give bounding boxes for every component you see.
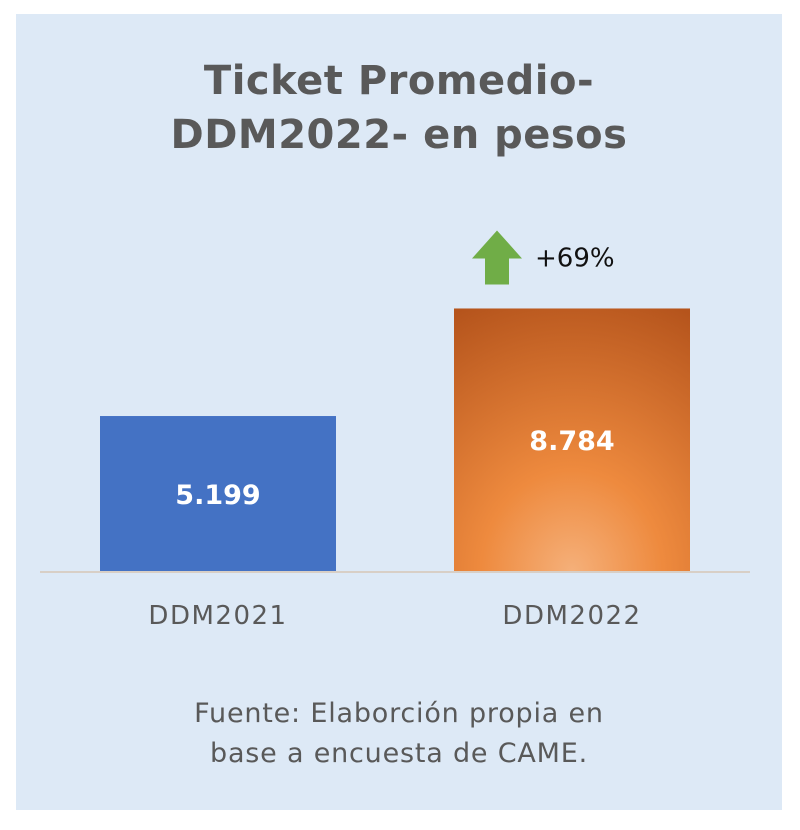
growth-annotation: +69%: [535, 243, 615, 273]
x-tick-label-ddm2021: DDM2021: [148, 601, 287, 631]
bar-ddm2022: [454, 308, 690, 572]
chart-title-line-2: DDM2022- en pesos: [170, 112, 628, 158]
chart-panel: Ticket Promedio- DDM2022- en pesos 5.199…: [16, 14, 782, 810]
up-arrow-icon: [472, 230, 522, 285]
data-label-ddm2021: 5.199: [175, 480, 260, 511]
source-note-line-1: Fuente: Elaborción propia en: [194, 698, 604, 729]
source-note-line-2: base a encuesta de CAME.: [210, 738, 588, 769]
bar-chart: 5.199 DDM2021 8.784 DDM2022 +69%: [40, 230, 750, 631]
x-tick-label-ddm2022: DDM2022: [502, 601, 641, 631]
bar-ddm2021: [100, 416, 336, 572]
data-label-ddm2022: 8.784: [529, 426, 614, 457]
chart-title-line-1: Ticket Promedio-: [203, 58, 595, 104]
